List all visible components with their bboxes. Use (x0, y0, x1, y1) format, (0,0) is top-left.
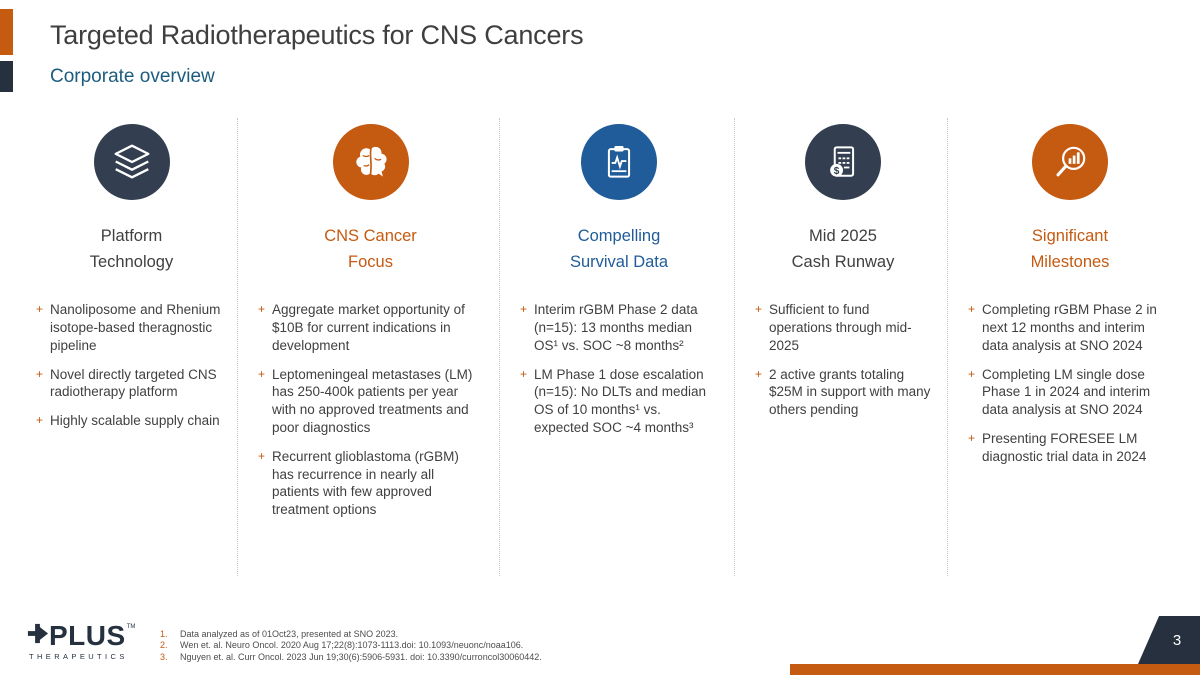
bullet-plus-marker: + (755, 302, 763, 317)
footer-orange-bar (790, 664, 1200, 675)
subtitle-accent-navy-bar (0, 61, 13, 92)
column-title: CNS Cancer Focus (258, 224, 483, 275)
bullet-text: Nanoliposome and Rhenium isotope-based t… (50, 302, 221, 353)
bullet-text: Completing LM single dose Phase 1 in 202… (982, 366, 1151, 418)
bullet-item: + Completing LM single dose Phase 1 in 20… (968, 366, 1172, 419)
column-title: Significant Milestones (968, 224, 1172, 275)
bullet-item: + Sufficient to fund operations through m… (755, 301, 931, 354)
bullet-text: Highly scalable supply chain (50, 413, 220, 429)
footnote-number: 2. (160, 640, 168, 650)
logo-subtext: THERAPEUTICS (29, 652, 128, 661)
column-title-line1: Compelling (577, 227, 661, 245)
column-platform-technology: Platform Technology + Nanoliposome and Rh… (28, 118, 238, 576)
logo-wordmark-row: PLUS TM (26, 622, 135, 650)
magnifier-chart-icon (1032, 124, 1108, 200)
column-title-line2: Milestones (1030, 252, 1110, 271)
footnote-row: 3. Nguyen et. al. Curr Oncol. 2023 Jun 19… (160, 652, 542, 664)
bullet-plus-marker: + (755, 366, 763, 381)
page-number-shape: 3 (1138, 616, 1200, 664)
bullet-text: Completing rGBM Phase 2 in next 12 month… (982, 302, 1157, 353)
bullet-item: +2 active grants totaling $25M in suppor… (755, 366, 931, 419)
logo-wordmark: PLUS (49, 620, 126, 651)
bullet-plus-marker: + (258, 302, 266, 317)
calculator-dollar-icon: $ (805, 124, 881, 200)
bullet-item: + Novel directly targeted CNS radiotherap… (36, 366, 227, 402)
logo-trademark: TM (126, 624, 136, 630)
footnote-text: Data analyzed as of 01Oct23, presented a… (180, 628, 399, 639)
footnote-number: 3. (160, 651, 168, 662)
bullet-text: Presenting FORESEE LM diagnostic trial d… (982, 431, 1147, 464)
bullet-item: + Completing rGBM Phase 2 in next 12 mont… (968, 301, 1172, 354)
logo-plus-arrow-icon (26, 622, 49, 650)
column-title-line2: Survival Data (569, 252, 669, 271)
bullet-list: + Sufficient to fund operations through m… (755, 301, 931, 419)
footnote-number: 1. (160, 628, 168, 639)
footnote-text: Wen et. al. Neuro Oncol. 2020 Aug 17;22(… (180, 640, 524, 650)
bullet-text: Leptomeningeal metastases (LM) has 250-4… (272, 366, 473, 435)
footnotes: 1. Data analyzed as of 01Oct23, presented… (160, 629, 542, 664)
bullet-plus-marker: + (258, 448, 266, 463)
bullet-item: + Aggregate market opportunity of $10B fo… (258, 301, 483, 354)
column-compelling-survival-data: Compelling Survival Data + Interim rGBM P… (500, 118, 735, 576)
layers-icon (93, 124, 170, 200)
bullet-list: + Aggregate market opportunity of $10B fo… (258, 301, 483, 519)
footnote-row: 2. Wen et. al. Neuro Oncol. 2020 Aug 17;2… (160, 640, 542, 652)
bullet-text: LM Phase 1 dose escalation (n=15): No DL… (534, 366, 706, 435)
bullet-plus-marker: + (968, 431, 976, 445)
bullet-item: + Presenting FORESEE LM diagnostic trial … (968, 430, 1172, 466)
bullet-item: + Highly scalable supply chain (36, 412, 227, 430)
bullet-text: Novel directly targeted CNS radiotherapy… (50, 366, 217, 400)
column-title: Compelling Survival Data (520, 224, 718, 275)
bullet-item: + Leptomeningeal metastases (LM) has 250-… (258, 366, 483, 437)
page-number: 3 (1172, 631, 1182, 649)
column-title: Platform Technology (36, 224, 227, 275)
svg-text:$: $ (834, 166, 840, 177)
footnote-row: 1. Data analyzed as of 01Oct23, presented… (160, 629, 542, 641)
column-title-line2: Cash Runway (791, 252, 895, 271)
column-title-line2: Focus (348, 252, 393, 271)
page-subtitle: Corporate overview (50, 66, 215, 87)
bullet-plus-marker: + (36, 413, 44, 428)
bullet-item: + Recurrent glioblastoma (rGBM) has recur… (258, 448, 483, 519)
column-title-line1: Platform (100, 227, 163, 245)
brain-icon (332, 124, 409, 200)
bullet-text: Interim rGBM Phase 2 data (n=15): 13 mon… (534, 302, 698, 353)
bullet-text: Sufficient to fund operations through mi… (769, 302, 912, 353)
column-mid-2025-cash-runway: $ Mid 2025 Cash Runway + Sufficient to fu… (735, 118, 948, 576)
column-title-line2: Technology (89, 252, 174, 271)
bullet-plus-marker: + (520, 302, 528, 317)
bullet-plus-marker: + (968, 302, 976, 317)
bullet-text: Recurrent glioblastoma (rGBM) has recurr… (272, 448, 459, 518)
bullet-plus-marker: + (258, 366, 266, 381)
bullet-plus-marker: + (36, 366, 44, 381)
bullet-item: + LM Phase 1 dose escalation (n=15): No D… (520, 366, 718, 437)
column-title: Mid 2025 Cash Runway (755, 224, 931, 275)
bullet-plus-marker: + (36, 302, 44, 317)
title-accent-orange-bar (0, 9, 13, 55)
column-title-line1: Significant (1031, 227, 1109, 245)
bullet-list: + Nanoliposome and Rhenium isotope-based … (36, 301, 227, 430)
column-title-line1: CNS Cancer (324, 227, 417, 245)
page-title: Targeted Radiotherapeutics for CNS Cance… (50, 20, 584, 50)
columns-container: Platform Technology + Nanoliposome and Rh… (28, 118, 1188, 576)
bullet-item: + Nanoliposome and Rhenium isotope-based … (36, 301, 227, 354)
bullet-text: 2 active grants totaling $25M in support… (769, 366, 931, 418)
column-cns-cancer-focus: CNS Cancer Focus + Aggregate market oppor… (238, 118, 500, 576)
bullet-list: + Interim rGBM Phase 2 data (n=15): 13 mo… (520, 301, 718, 437)
bullet-text: Aggregate market opportunity of $10B for… (272, 302, 465, 353)
column-title-line1: Mid 2025 (809, 227, 877, 245)
clipboard-pulse-icon (581, 124, 657, 200)
bullet-plus-marker: + (520, 366, 528, 381)
bullet-list: + Completing rGBM Phase 2 in next 12 mont… (968, 301, 1172, 466)
bullet-item: + Interim rGBM Phase 2 data (n=15): 13 mo… (520, 301, 718, 354)
footnote-text: Nguyen et. al. Curr Oncol. 2023 Jun 19;3… (180, 651, 542, 662)
column-significant-milestones: Significant Milestones + Completing rGBM … (948, 118, 1188, 576)
plus-therapeutics-logo: PLUS TM THERAPEUTICS (26, 622, 135, 661)
bullet-plus-marker: + (968, 366, 976, 381)
